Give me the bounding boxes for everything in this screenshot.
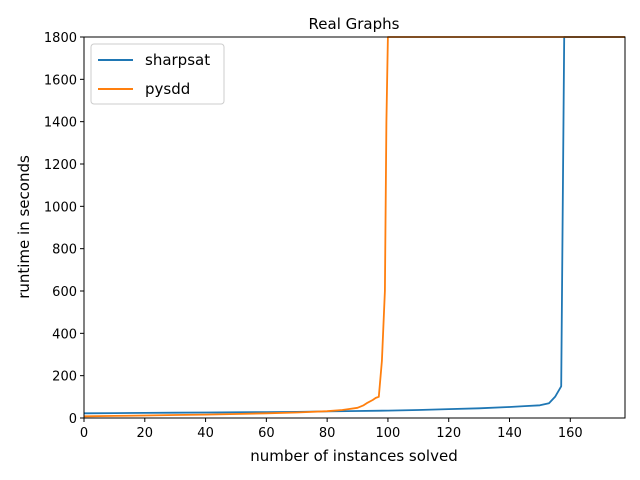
- plot-frame: [83, 36, 626, 419]
- x-tick-label: 160: [558, 426, 583, 441]
- chart-title: Real Graphs: [309, 15, 400, 33]
- legend: sharpsat pysdd: [90, 43, 225, 105]
- y-tick-label: 400: [52, 327, 77, 342]
- legend-label-pysdd: pysdd: [145, 80, 190, 98]
- x-tick-label: 60: [258, 426, 275, 441]
- y-axis-label: runtime in seconds: [15, 155, 33, 299]
- y-tick-label: 1800: [44, 31, 77, 46]
- series-line-pysdd: [83, 36, 625, 418]
- y-tick-label: 1400: [44, 116, 77, 131]
- x-tick-label: 20: [137, 426, 154, 441]
- legend-label-sharpsat: sharpsat: [145, 51, 210, 69]
- y-tick-label: 1600: [44, 73, 77, 88]
- plot-lines: [83, 36, 625, 418]
- x-tick-label: 120: [436, 426, 461, 441]
- y-tick-label: 1000: [44, 200, 77, 215]
- y-tick-label: 0: [69, 412, 77, 427]
- x-axis-ticks: 0 20 40 60 80 100 120 140 160: [80, 418, 583, 441]
- y-tick-label: 800: [52, 243, 77, 258]
- x-tick-label: 40: [197, 426, 214, 441]
- y-tick-label: 600: [52, 285, 77, 300]
- x-axis-label: number of instances solved: [250, 447, 457, 465]
- x-tick-label: 0: [80, 426, 88, 441]
- x-tick-label: 100: [376, 426, 401, 441]
- x-tick-label: 80: [319, 426, 336, 441]
- y-axis-ticks: 0 200 400 600 800 1000 1200 1400 1600 1800: [44, 31, 84, 427]
- series-line-sharpsat: [83, 36, 625, 415]
- x-tick-label: 140: [497, 426, 522, 441]
- y-tick-label: 1200: [44, 158, 77, 173]
- y-tick-label: 200: [52, 370, 77, 385]
